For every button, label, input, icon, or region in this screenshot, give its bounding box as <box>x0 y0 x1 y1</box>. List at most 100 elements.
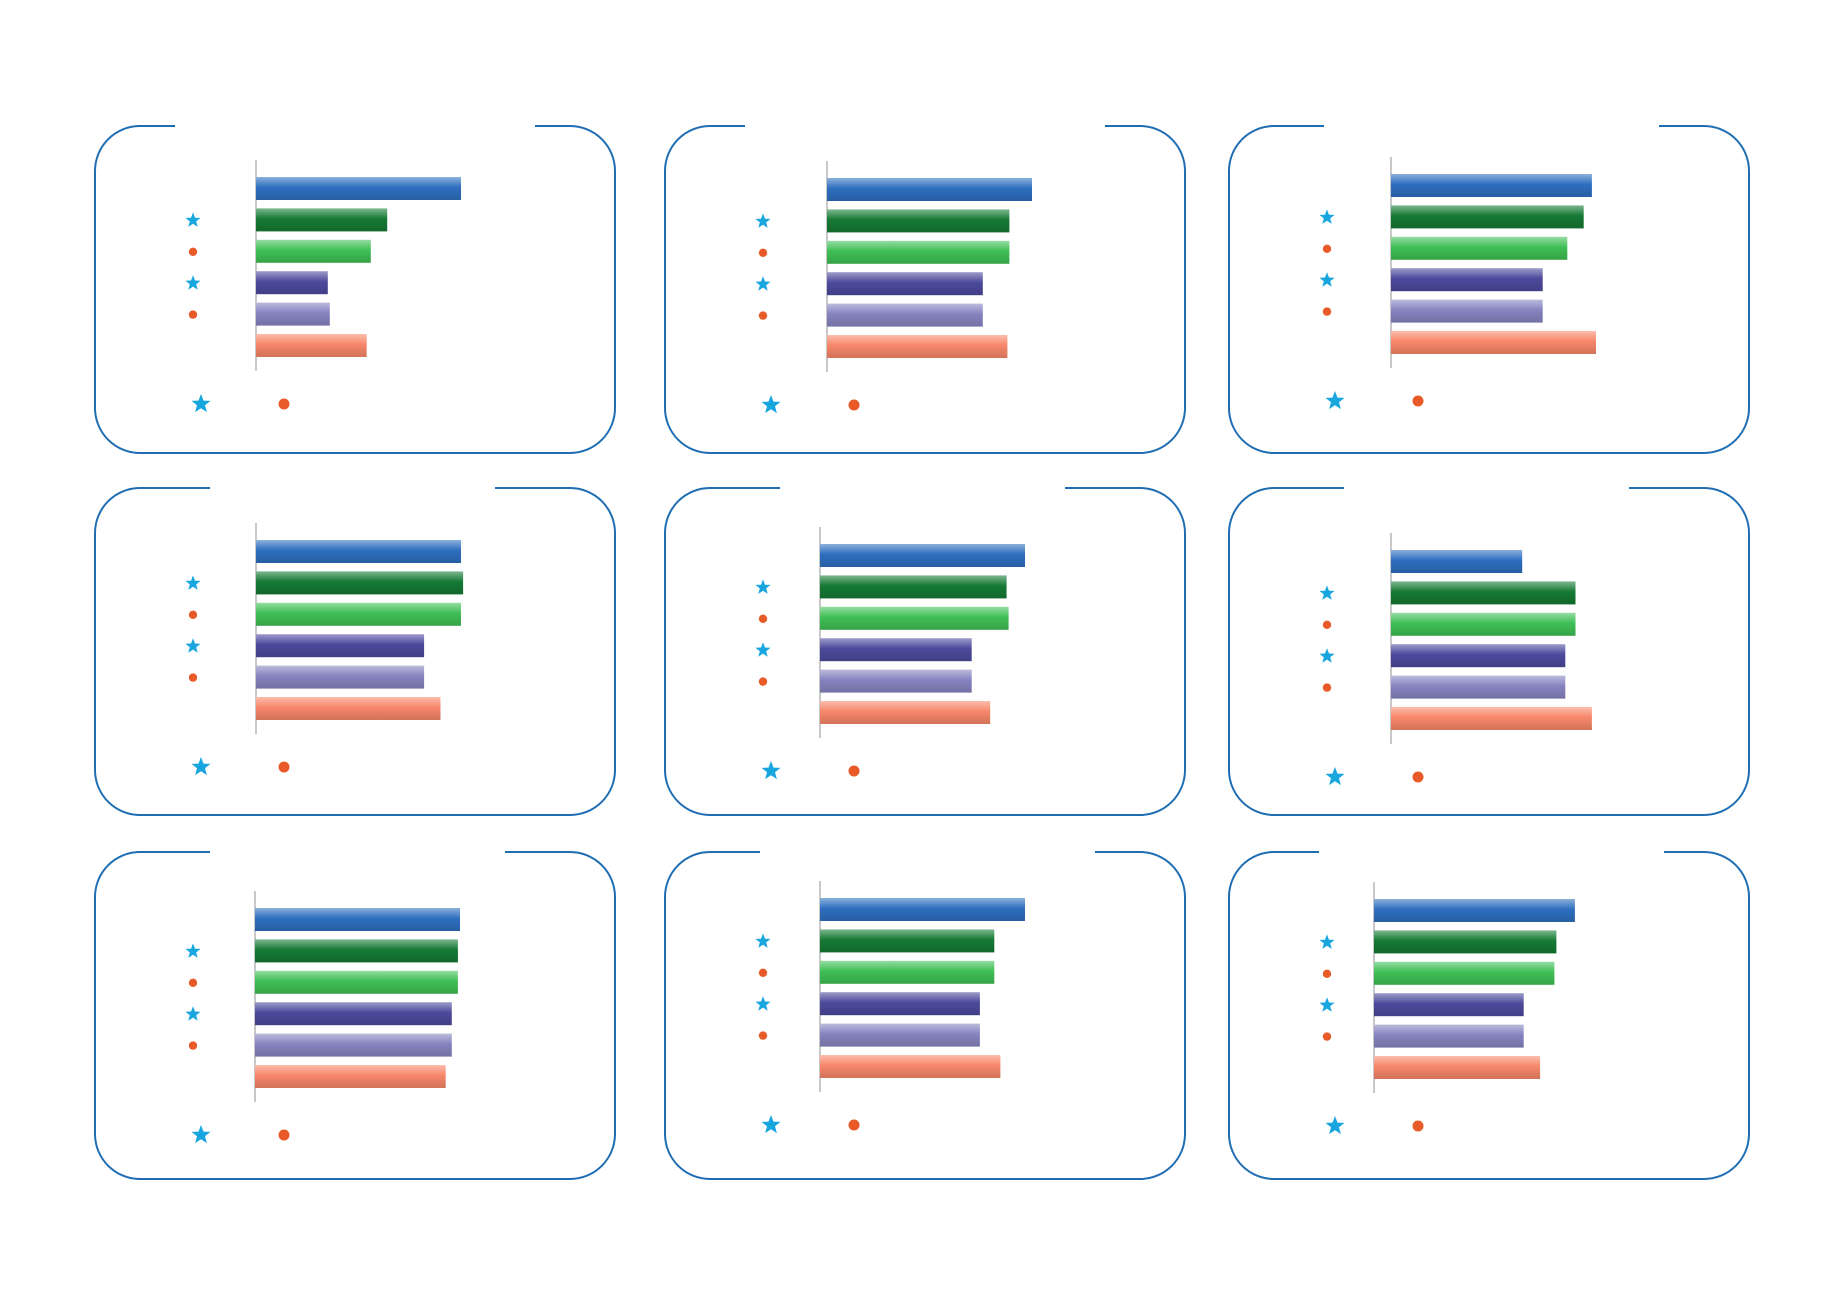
dot-icon <box>1322 244 1332 253</box>
legend-dot-icon <box>1412 771 1424 783</box>
star-icon <box>755 579 771 594</box>
legend-star-icon <box>1325 767 1345 786</box>
bar <box>256 697 441 720</box>
bar <box>820 575 1007 599</box>
bar <box>256 540 461 563</box>
bar <box>827 335 1008 358</box>
star-icon <box>185 1006 201 1021</box>
star-icon <box>1319 272 1335 287</box>
bar <box>820 929 995 953</box>
chart-panel <box>664 484 1186 816</box>
bar <box>1374 1024 1524 1048</box>
dot-icon <box>758 311 768 320</box>
chart-panel <box>94 484 616 816</box>
star-icon <box>1319 934 1335 949</box>
bar <box>256 302 330 326</box>
chart-panel <box>1228 122 1750 454</box>
bar <box>255 970 458 994</box>
legend-dot-icon <box>278 398 290 410</box>
legend-star-icon <box>761 1115 781 1134</box>
legend-star-icon <box>191 1125 211 1144</box>
bar <box>256 177 461 200</box>
dot-icon <box>1322 620 1332 629</box>
bar <box>820 638 972 662</box>
bar <box>827 209 1010 233</box>
legend-star-icon <box>1325 1116 1345 1135</box>
dot-icon <box>188 310 198 319</box>
legend-star-icon <box>1325 391 1345 410</box>
bar <box>820 1055 1001 1078</box>
bar <box>820 701 991 724</box>
bar <box>1391 612 1576 636</box>
dot-icon <box>188 978 198 987</box>
frame-gap <box>745 122 1105 130</box>
bar <box>1374 961 1555 985</box>
bar <box>820 544 1025 567</box>
dot-icon <box>1322 1032 1332 1041</box>
bar <box>1391 236 1568 260</box>
bar <box>820 1023 980 1047</box>
bar <box>827 178 1032 201</box>
chart-panel <box>664 122 1186 454</box>
bar <box>820 960 995 984</box>
bar <box>1374 899 1575 922</box>
frame-gap <box>175 122 535 130</box>
bar <box>256 208 388 232</box>
dot-icon <box>188 610 198 619</box>
legend-dot-icon <box>848 1119 860 1131</box>
bar <box>1374 930 1557 954</box>
star-icon <box>185 212 201 227</box>
legend-dot-icon <box>1412 1120 1424 1132</box>
chart-panel <box>94 848 616 1180</box>
bar <box>1391 299 1543 323</box>
dot-icon <box>1322 969 1332 978</box>
chart-panel <box>94 122 616 454</box>
dot-icon <box>758 614 768 623</box>
bar <box>256 602 461 626</box>
bar <box>256 665 425 689</box>
bar <box>255 939 458 963</box>
chart-panel <box>1228 484 1750 816</box>
bar <box>820 898 1025 921</box>
bar <box>1391 581 1576 605</box>
frame-gap <box>780 484 1065 492</box>
legend-dot-icon <box>278 1129 290 1141</box>
bar <box>256 271 328 295</box>
bar <box>1391 707 1592 730</box>
legend-dot-icon <box>278 761 290 773</box>
dot-icon <box>758 677 768 686</box>
legend-star-icon <box>191 757 211 776</box>
bar <box>255 1002 452 1026</box>
star-icon <box>755 933 771 948</box>
bar <box>1391 644 1566 668</box>
bar <box>827 272 983 296</box>
legend-dot-icon <box>848 399 860 411</box>
frame-gap <box>210 484 495 492</box>
chart-panel <box>664 848 1186 1180</box>
frame-gap <box>1324 122 1659 130</box>
star-icon <box>1319 585 1335 600</box>
bar <box>256 239 371 263</box>
bar <box>1391 550 1523 573</box>
star-icon <box>755 276 771 291</box>
frame-gap <box>210 848 505 856</box>
star-icon <box>1319 648 1335 663</box>
dot-icon <box>758 1031 768 1040</box>
dot-icon <box>1322 683 1332 692</box>
bar <box>820 606 1009 630</box>
star-icon <box>755 642 771 657</box>
bar <box>1391 331 1596 354</box>
bar <box>255 908 460 931</box>
chart-panel <box>1228 848 1750 1180</box>
bar <box>255 1065 446 1088</box>
bar <box>256 634 425 658</box>
star-icon <box>1319 209 1335 224</box>
bar <box>1391 268 1543 292</box>
dot-icon <box>758 968 768 977</box>
star-icon <box>185 943 201 958</box>
frame-gap <box>760 848 1095 856</box>
legend-dot-icon <box>1412 395 1424 407</box>
star-icon <box>1319 997 1335 1012</box>
legend-star-icon <box>191 394 211 413</box>
